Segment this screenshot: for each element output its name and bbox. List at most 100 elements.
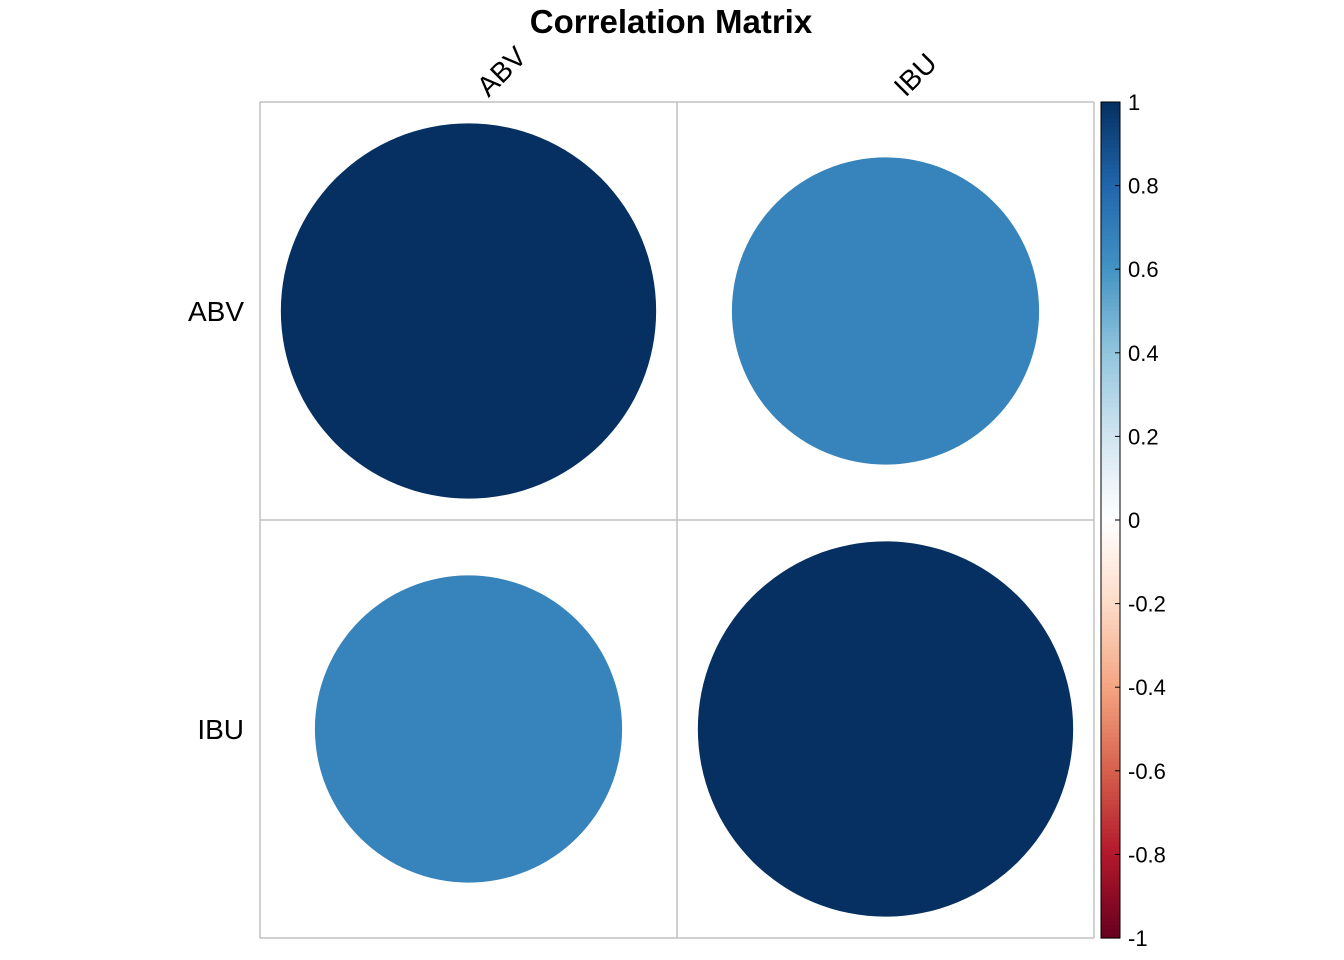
colorbar-segment: [1101, 670, 1120, 676]
colorbar-segment: [1101, 683, 1120, 688]
colorbar-segment: [1101, 545, 1120, 550]
colorbar-tick-label: 0.8: [1128, 174, 1159, 199]
colorbar-segment: [1101, 561, 1120, 567]
colorbar-segment: [1101, 586, 1120, 592]
colorbar-segment: [1101, 143, 1120, 149]
colorbar-segment: [1101, 323, 1120, 329]
colorbar-segment: [1101, 114, 1120, 120]
colorbar-segment: [1101, 515, 1120, 521]
colorbar-tick-label: -0.4: [1128, 675, 1166, 700]
colorbar-segment: [1101, 465, 1120, 471]
colorbar-segment: [1101, 327, 1120, 333]
colorbar-segment: [1101, 202, 1120, 208]
colorbar-segment: [1101, 290, 1120, 295]
colorbar-segment: [1101, 925, 1120, 931]
colorbar-segment: [1101, 662, 1120, 667]
colorbar-segment: [1101, 214, 1120, 220]
colorbar-segment: [1101, 657, 1120, 663]
colorbar-segment: [1101, 574, 1120, 580]
colorbar-segment: [1101, 599, 1120, 605]
colorbar-segment: [1101, 829, 1120, 835]
colorbar-segment: [1101, 402, 1120, 408]
colorbar-segment: [1101, 486, 1120, 492]
colorbar-segment: [1101, 653, 1120, 659]
colorbar-segment: [1101, 189, 1120, 195]
correlation-circle-abv-abv: [280, 123, 657, 499]
colorbar-segment: [1101, 724, 1120, 730]
colorbar-tick-label: 1: [1128, 90, 1140, 115]
colorbar-segment: [1101, 248, 1120, 254]
colorbar-segment: [1101, 223, 1120, 228]
colorbar-segment: [1101, 306, 1120, 312]
colorbar-segment: [1101, 173, 1120, 178]
colorbar-segment: [1101, 273, 1120, 279]
colorbar-segment: [1101, 678, 1120, 684]
colorbar-segment: [1101, 511, 1120, 517]
colorbar-segment: [1101, 281, 1120, 287]
colorbar-segment: [1101, 783, 1120, 789]
colorbar-segment: [1101, 478, 1120, 483]
colorbar-segment: [1101, 741, 1120, 747]
colorbar-tick-label: 0: [1128, 508, 1140, 533]
colorbar-segment: [1101, 825, 1120, 830]
colorbar-segment: [1101, 394, 1120, 400]
colorbar-segment: [1101, 800, 1120, 805]
colorbar-segment: [1101, 219, 1120, 224]
colorbar-segment: [1101, 110, 1120, 116]
colorbar-segment: [1101, 298, 1120, 304]
colorbar-segment: [1101, 699, 1120, 705]
colorbar-segment: [1101, 841, 1120, 847]
colorbar-segment: [1101, 365, 1120, 371]
colorbar-segment: [1101, 152, 1120, 157]
colorbar-segment: [1101, 703, 1120, 709]
matrix-grid: [259, 101, 1095, 939]
colorbar-segment: [1101, 269, 1120, 274]
colorbar: 1 0.8 0.6 0.4 0.2 0 -0.2 -0.4 -0.6 -0.8 -1: [1100, 90, 1166, 951]
colorbar-segment: [1101, 206, 1120, 212]
colorbar-segment: [1101, 294, 1120, 300]
colorbar-segment: [1101, 595, 1120, 601]
colorbar-segment: [1101, 708, 1120, 713]
colorbar-segment: [1101, 733, 1120, 738]
colorbar-segment: [1101, 135, 1120, 141]
colorbar-segment: [1101, 536, 1120, 542]
colorbar-segment: [1101, 720, 1120, 726]
colorbar-segment: [1101, 737, 1120, 743]
colorbar-segment: [1101, 131, 1120, 137]
colorbar-segment: [1101, 302, 1120, 308]
colorbar-segment: [1101, 862, 1120, 868]
colorbar-segment: [1101, 795, 1120, 801]
colorbar-segment: [1101, 641, 1120, 646]
colorbar-segment: [1101, 507, 1120, 513]
colorbar-segment: [1101, 382, 1120, 387]
colorbar-segment: [1101, 453, 1120, 458]
colorbar-segment: [1101, 549, 1120, 555]
colorbar-segment: [1101, 557, 1120, 563]
correlation-circle-ibu-ibu: [697, 541, 1074, 917]
colorbar-segment: [1101, 520, 1120, 525]
colorbar-segment: [1101, 791, 1120, 797]
colorbar-segment: [1101, 540, 1120, 546]
colorbar-segment: [1101, 436, 1120, 442]
colorbar-segment: [1101, 499, 1120, 504]
colorbar-segment: [1101, 277, 1120, 283]
colorbar-segment: [1101, 185, 1120, 191]
colorbar-segment: [1101, 373, 1120, 379]
colorbar-segment: [1101, 340, 1120, 346]
colorbar-segment: [1101, 837, 1120, 843]
colorbar-segment: [1101, 628, 1120, 634]
colorbar-segment: [1101, 645, 1120, 651]
colorbar-segment: [1101, 122, 1120, 128]
colorbar-segment: [1101, 611, 1120, 617]
colorbar-segment: [1101, 423, 1120, 429]
colorbar-tick-label: 0.2: [1128, 424, 1159, 449]
colorbar-segment: [1101, 691, 1120, 697]
colorbar-segment: [1101, 369, 1120, 375]
colorbar-segment: [1101, 578, 1120, 584]
colorbar-segment: [1101, 398, 1120, 404]
colorbar-segment: [1101, 193, 1120, 199]
colorbar-segment: [1101, 729, 1120, 734]
colorbar-segment: [1101, 482, 1120, 488]
colorbar-segment: [1101, 917, 1120, 922]
